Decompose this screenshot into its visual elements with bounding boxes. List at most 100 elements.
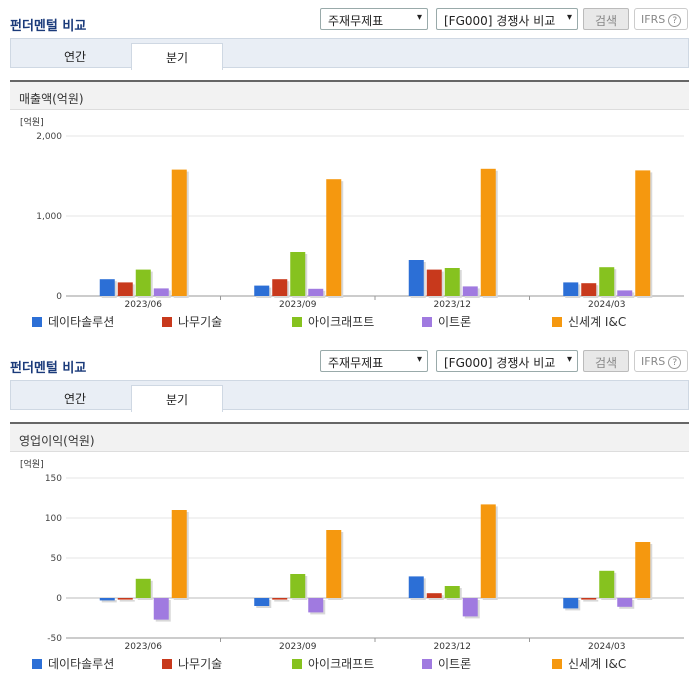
peer-select-value: [FG000] 경쟁사 비교 (444, 356, 556, 370)
legend-label: 데이타솔루션 (48, 657, 115, 671)
bar (480, 504, 496, 598)
bar (426, 593, 442, 598)
bar (254, 285, 270, 296)
section-header: 영업이익(억원) (10, 422, 689, 452)
legend-swatch (162, 317, 172, 327)
statement-select[interactable]: 주재무제표 ▾ (320, 8, 428, 30)
legend-label: 나무기술 (178, 315, 223, 329)
legend-item[interactable]: 아이크래프트 (292, 655, 374, 672)
x-tick-label: 2023/09 (279, 642, 317, 652)
y-tick-label: 2,000 (36, 132, 62, 142)
search-button[interactable]: 검색 (583, 350, 629, 372)
bar (408, 260, 424, 296)
chevron-down-icon: ▾ (566, 354, 572, 365)
legend-label: 이트론 (438, 657, 472, 671)
bar (135, 578, 151, 598)
bar (290, 252, 306, 296)
bar (272, 279, 288, 296)
legend-swatch (292, 317, 302, 327)
fundamental-panel-1: 펀더멘털 비교 주재무제표 ▾ [FG000] 경쟁사 비교 ▾ 검색 IFRS? … (0, 8, 696, 329)
bar (153, 598, 169, 620)
legend-item[interactable]: 신세계 I&C (552, 655, 626, 672)
fundamental-panel-2: 펀더멘털 비교 주재무제표 ▾ [FG000] 경쟁사 비교 ▾ 검색 IFRS? … (0, 342, 696, 684)
tab-annual[interactable]: 연간 (63, 50, 87, 64)
legend-swatch (552, 317, 562, 327)
chart-legend: 데이타솔루션 나무기술 아이크래프트 이트론 신세계 I&C (0, 655, 696, 671)
bar (408, 576, 424, 598)
tab-annual[interactable]: 연간 (63, 392, 87, 406)
legend-item[interactable]: 나무기술 (162, 655, 222, 672)
bar (444, 268, 460, 296)
y-tick-label: -50 (47, 634, 62, 644)
legend-swatch (552, 659, 562, 669)
question-icon: ? (668, 356, 682, 369)
legend-swatch (32, 317, 42, 327)
bar (444, 586, 460, 598)
legend-item[interactable]: 아이크래프트 (292, 313, 374, 330)
legend-item[interactable]: 신세계 I&C (552, 313, 626, 330)
legend-label: 신세계 I&C (568, 657, 627, 671)
y-tick-label: 150 (45, 474, 62, 484)
tab-quarterly[interactable]: 분기 (131, 385, 223, 412)
bar (617, 290, 633, 296)
bar (462, 286, 478, 296)
unit-label: [억원] (20, 116, 44, 128)
bar (563, 598, 579, 609)
bar (99, 598, 115, 601)
bar (153, 288, 169, 296)
legend-label: 이트론 (438, 315, 472, 329)
legend-label: 신세계 I&C (568, 315, 627, 329)
chevron-down-icon: ▾ (566, 12, 572, 23)
y-tick-label: 50 (51, 554, 63, 564)
x-tick-label: 2023/12 (434, 642, 471, 652)
revenue-chart: [억원] 0 1,000 2,000 2023/06 2023/09 2023/12 2024… (20, 116, 684, 310)
legend-item[interactable]: 이트론 (422, 313, 471, 330)
bar-shadow (119, 600, 135, 602)
bar (599, 267, 615, 296)
bar (326, 179, 342, 296)
search-button[interactable]: 검색 (583, 8, 629, 30)
bar (135, 269, 151, 296)
chevron-down-icon: ▾ (416, 354, 422, 365)
peer-select[interactable]: [FG000] 경쟁사 비교 ▾ (436, 8, 578, 30)
legend-item[interactable]: 데이타솔루션 (32, 655, 114, 672)
bar (117, 598, 133, 600)
bar (326, 530, 342, 598)
bar (117, 282, 133, 296)
y-tick-label: 0 (56, 292, 62, 302)
legend-swatch (422, 317, 432, 327)
ifrs-help-button[interactable]: IFRS? (634, 8, 688, 30)
statement-select-value: 주재무제표 (328, 14, 384, 28)
x-tick-label: 2023/06 (125, 300, 163, 310)
period-tabs: 연간 분기 (10, 380, 689, 412)
bar-shadow (101, 600, 117, 603)
peer-select-value: [FG000] 경쟁사 비교 (444, 14, 556, 28)
tab-quarterly[interactable]: 분기 (131, 43, 223, 70)
y-tick-label: 0 (56, 594, 62, 604)
bar (290, 574, 306, 598)
y-tick-label: 100 (45, 514, 62, 524)
legend-item[interactable]: 데이타솔루션 (32, 313, 114, 330)
legend-label: 나무기술 (178, 657, 223, 671)
panel-title: 펀더멘털 비교 (10, 19, 87, 34)
x-tick-label: 2024/03 (588, 642, 625, 652)
bar (171, 510, 187, 598)
legend-label: 데이타솔루션 (48, 315, 115, 329)
ifrs-label: IFRS (641, 355, 666, 368)
legend-item[interactable]: 이트론 (422, 655, 471, 672)
bar (254, 598, 270, 606)
bar-shadow (274, 600, 290, 602)
x-tick-label: 2023/06 (125, 642, 163, 652)
bar (563, 282, 579, 296)
legend-item[interactable]: 나무기술 (162, 313, 222, 330)
bar (99, 279, 115, 296)
x-tick-label: 2024/03 (588, 300, 625, 310)
peer-select[interactable]: [FG000] 경쟁사 비교 ▾ (436, 350, 578, 372)
ifrs-help-button[interactable]: IFRS? (634, 350, 688, 372)
chart-legend: 데이타솔루션 나무기술 아이크래프트 이트론 신세계 I&C (0, 313, 696, 329)
statement-select[interactable]: 주재무제표 ▾ (320, 350, 428, 372)
legend-swatch (32, 659, 42, 669)
bar (581, 598, 597, 600)
panel-title: 펀더멘털 비교 (10, 361, 87, 376)
unit-label: [억원] (20, 458, 44, 470)
